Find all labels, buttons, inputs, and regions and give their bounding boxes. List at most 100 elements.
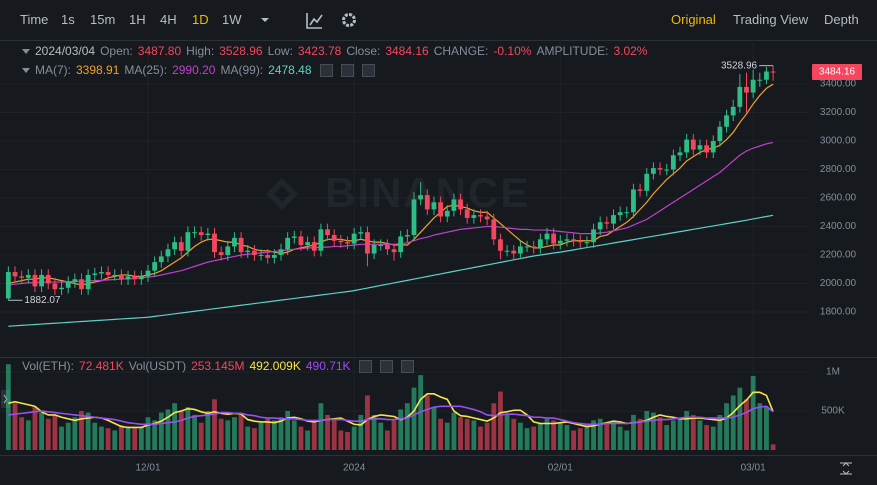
candle-body — [92, 273, 98, 275]
candle-body — [59, 287, 64, 290]
volume-bar — [298, 426, 304, 450]
volume-tick-label: 1M — [826, 367, 840, 378]
candle-body — [225, 246, 231, 255]
legend-icon[interactable] — [400, 359, 414, 373]
watermark: BINANCE — [266, 169, 528, 216]
volume-bar — [165, 409, 171, 450]
legend-icon[interactable] — [358, 359, 372, 373]
indicator-icon[interactable] — [306, 13, 323, 29]
dropdown-icon[interactable] — [261, 18, 269, 22]
volume-bar — [484, 422, 490, 450]
view-button[interactable]: Trading View — [733, 12, 809, 27]
view-button[interactable]: Depth — [824, 12, 859, 27]
volume-bar — [79, 411, 84, 450]
last-price-label: 3484.16 — [819, 67, 856, 78]
y-tick-label: 3400.00 — [820, 79, 857, 90]
settings-icon[interactable] — [342, 13, 356, 27]
volume-bar — [371, 414, 377, 450]
volume-bar — [444, 422, 450, 450]
volume-bar — [19, 417, 25, 450]
candle-body — [351, 233, 357, 244]
volume-bar — [464, 418, 470, 450]
candle-body — [72, 279, 78, 283]
volume-bar — [504, 414, 510, 450]
ma-legend: MA(7): 3398.91 MA(25): 2990.20 MA(99): 2478.4… — [22, 63, 375, 77]
volume-bar — [385, 430, 390, 450]
legend-icon[interactable] — [340, 63, 354, 77]
interval-button[interactable]: 15m — [90, 12, 116, 27]
candle-body — [99, 272, 104, 274]
candle-body — [478, 215, 483, 217]
candle-body — [39, 274, 44, 287]
info-label: AMPLITUDE: — [536, 44, 609, 58]
candle-body — [238, 237, 244, 253]
interval-button[interactable]: Time — [20, 12, 49, 27]
candle-body — [624, 212, 630, 214]
candle-body — [278, 249, 284, 255]
volume-bar — [331, 420, 337, 450]
candle-body — [531, 246, 537, 248]
candle-body — [424, 195, 430, 210]
y-tick-label: 3200.00 — [820, 107, 857, 118]
view-button[interactable]: Original — [671, 12, 716, 27]
volume-bar — [138, 426, 144, 450]
volume-bar — [677, 418, 683, 450]
legend-icon[interactable] — [361, 63, 375, 77]
candle-body — [152, 262, 158, 271]
candle-body — [464, 209, 470, 218]
interval-button[interactable]: 1W — [222, 12, 242, 27]
volume-bar — [351, 426, 357, 450]
volume-bar — [305, 430, 310, 450]
ma-value: 3398.91 — [76, 63, 120, 77]
volume-bar — [232, 417, 237, 450]
volume-bar — [391, 420, 397, 450]
legend-icon[interactable] — [319, 63, 333, 77]
interval-button[interactable]: 1s — [61, 12, 75, 27]
info-value: 3484.16 — [385, 44, 429, 58]
candle-body — [764, 71, 769, 80]
volume-bar — [291, 420, 297, 450]
ma-label: MA(99): — [220, 63, 264, 77]
y-tick-label: 1800.00 — [820, 307, 857, 318]
candle-body — [378, 245, 384, 247]
volume-bar — [252, 428, 257, 450]
interval-button[interactable]: 4H — [160, 12, 177, 27]
candle-body — [597, 222, 603, 230]
volume-bar — [172, 403, 177, 450]
x-tick-label: 2024 — [343, 463, 366, 474]
collapse-button[interactable] — [1, 390, 10, 408]
candle-body — [604, 222, 610, 224]
candle-body — [19, 276, 25, 278]
volume-bar — [624, 430, 630, 450]
interval-button[interactable]: 1D — [192, 12, 209, 27]
info-value: 3.02% — [613, 44, 648, 58]
volume-bar — [404, 403, 410, 450]
volume-bar — [438, 418, 443, 450]
volume-bar — [72, 417, 78, 450]
volume-bar — [12, 403, 18, 450]
volume-bar — [59, 426, 64, 450]
candle-body — [218, 252, 224, 255]
collapse-arrow[interactable] — [22, 67, 30, 73]
y-tick-label: 2600.00 — [820, 193, 857, 204]
candle-body — [737, 86, 743, 107]
candle-body — [105, 272, 111, 275]
x-tick-label: 02/01 — [548, 463, 573, 474]
scale-icon[interactable] — [840, 462, 852, 475]
candle-body — [584, 242, 590, 244]
candle-body — [385, 245, 390, 250]
volume-bar — [537, 422, 543, 450]
candle-body — [670, 155, 676, 170]
legend-icon[interactable] — [379, 359, 393, 373]
volume-bar — [25, 420, 31, 450]
volume-bar — [717, 414, 723, 450]
collapse-arrow[interactable] — [22, 48, 30, 54]
ma-value: 2990.20 — [172, 63, 216, 77]
candle-body — [311, 242, 317, 251]
ma-label: MA(7): — [35, 63, 71, 77]
info-label: Low: — [267, 44, 293, 58]
interval-button[interactable]: 1H — [129, 12, 146, 27]
volume-bar — [770, 444, 776, 450]
candle-body — [258, 254, 264, 256]
volume-bar — [684, 411, 690, 450]
